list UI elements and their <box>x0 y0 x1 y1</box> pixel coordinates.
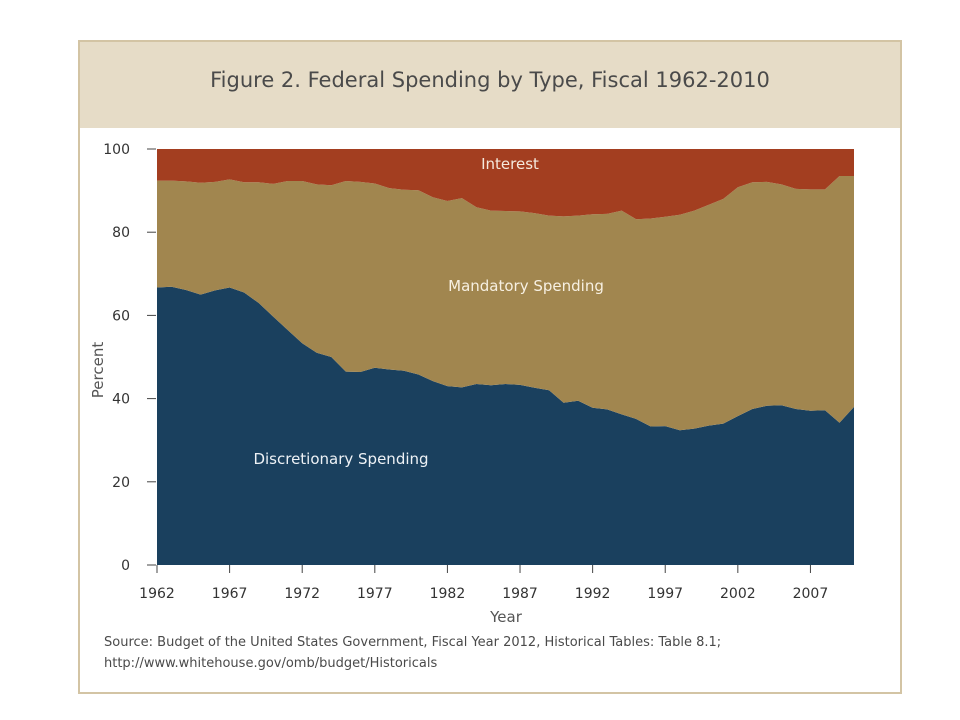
y-tick-label: 20 <box>112 475 130 491</box>
x-tick-label: 1962 <box>139 586 175 602</box>
area-mandatory <box>157 176 854 431</box>
chart-title: Figure 2. Federal Spending by Type, Fisc… <box>210 68 770 92</box>
y-tick-label: 40 <box>112 392 130 408</box>
y-tick-label: 0 <box>121 558 130 574</box>
area-interest <box>157 149 854 220</box>
x-tick-label: 1977 <box>357 586 393 602</box>
x-axis-label: Year <box>489 608 523 626</box>
series-label-mandatory: Mandatory Spending <box>448 277 604 295</box>
area-layer <box>157 149 854 565</box>
x-tick-label: 1972 <box>284 586 320 602</box>
x-tick-label: 1997 <box>647 586 683 602</box>
source-line-1: Source: Budget of the United States Gove… <box>104 635 722 650</box>
series-label-discretionary: Discretionary Spending <box>253 450 428 468</box>
title-bar: Figure 2. Federal Spending by Type, Fisc… <box>80 42 900 128</box>
x-tick-label: 1967 <box>212 586 248 602</box>
source-note: Source: Budget of the United States Gove… <box>104 632 721 674</box>
source-line-2: http://www.whitehouse.gov/omb/budget/His… <box>104 656 438 671</box>
y-axis-label: Percent <box>89 342 107 399</box>
axis-layer: 0 20 40 60 80 100 1962 1967 1972 1977 1982 1987 1992… <box>103 142 828 602</box>
series-label-interest: Interest <box>481 155 539 173</box>
x-tick-label: 1987 <box>502 586 538 602</box>
x-tick-label: 2002 <box>720 586 756 602</box>
y-tick-label: 100 <box>103 142 130 158</box>
x-tick-label: 1992 <box>575 586 611 602</box>
x-tick-label: 2007 <box>793 586 829 602</box>
x-tick-label: 1982 <box>430 586 466 602</box>
area-discretionary <box>157 286 854 565</box>
y-tick-label: 60 <box>112 308 130 324</box>
y-tick-label: 80 <box>112 225 130 241</box>
